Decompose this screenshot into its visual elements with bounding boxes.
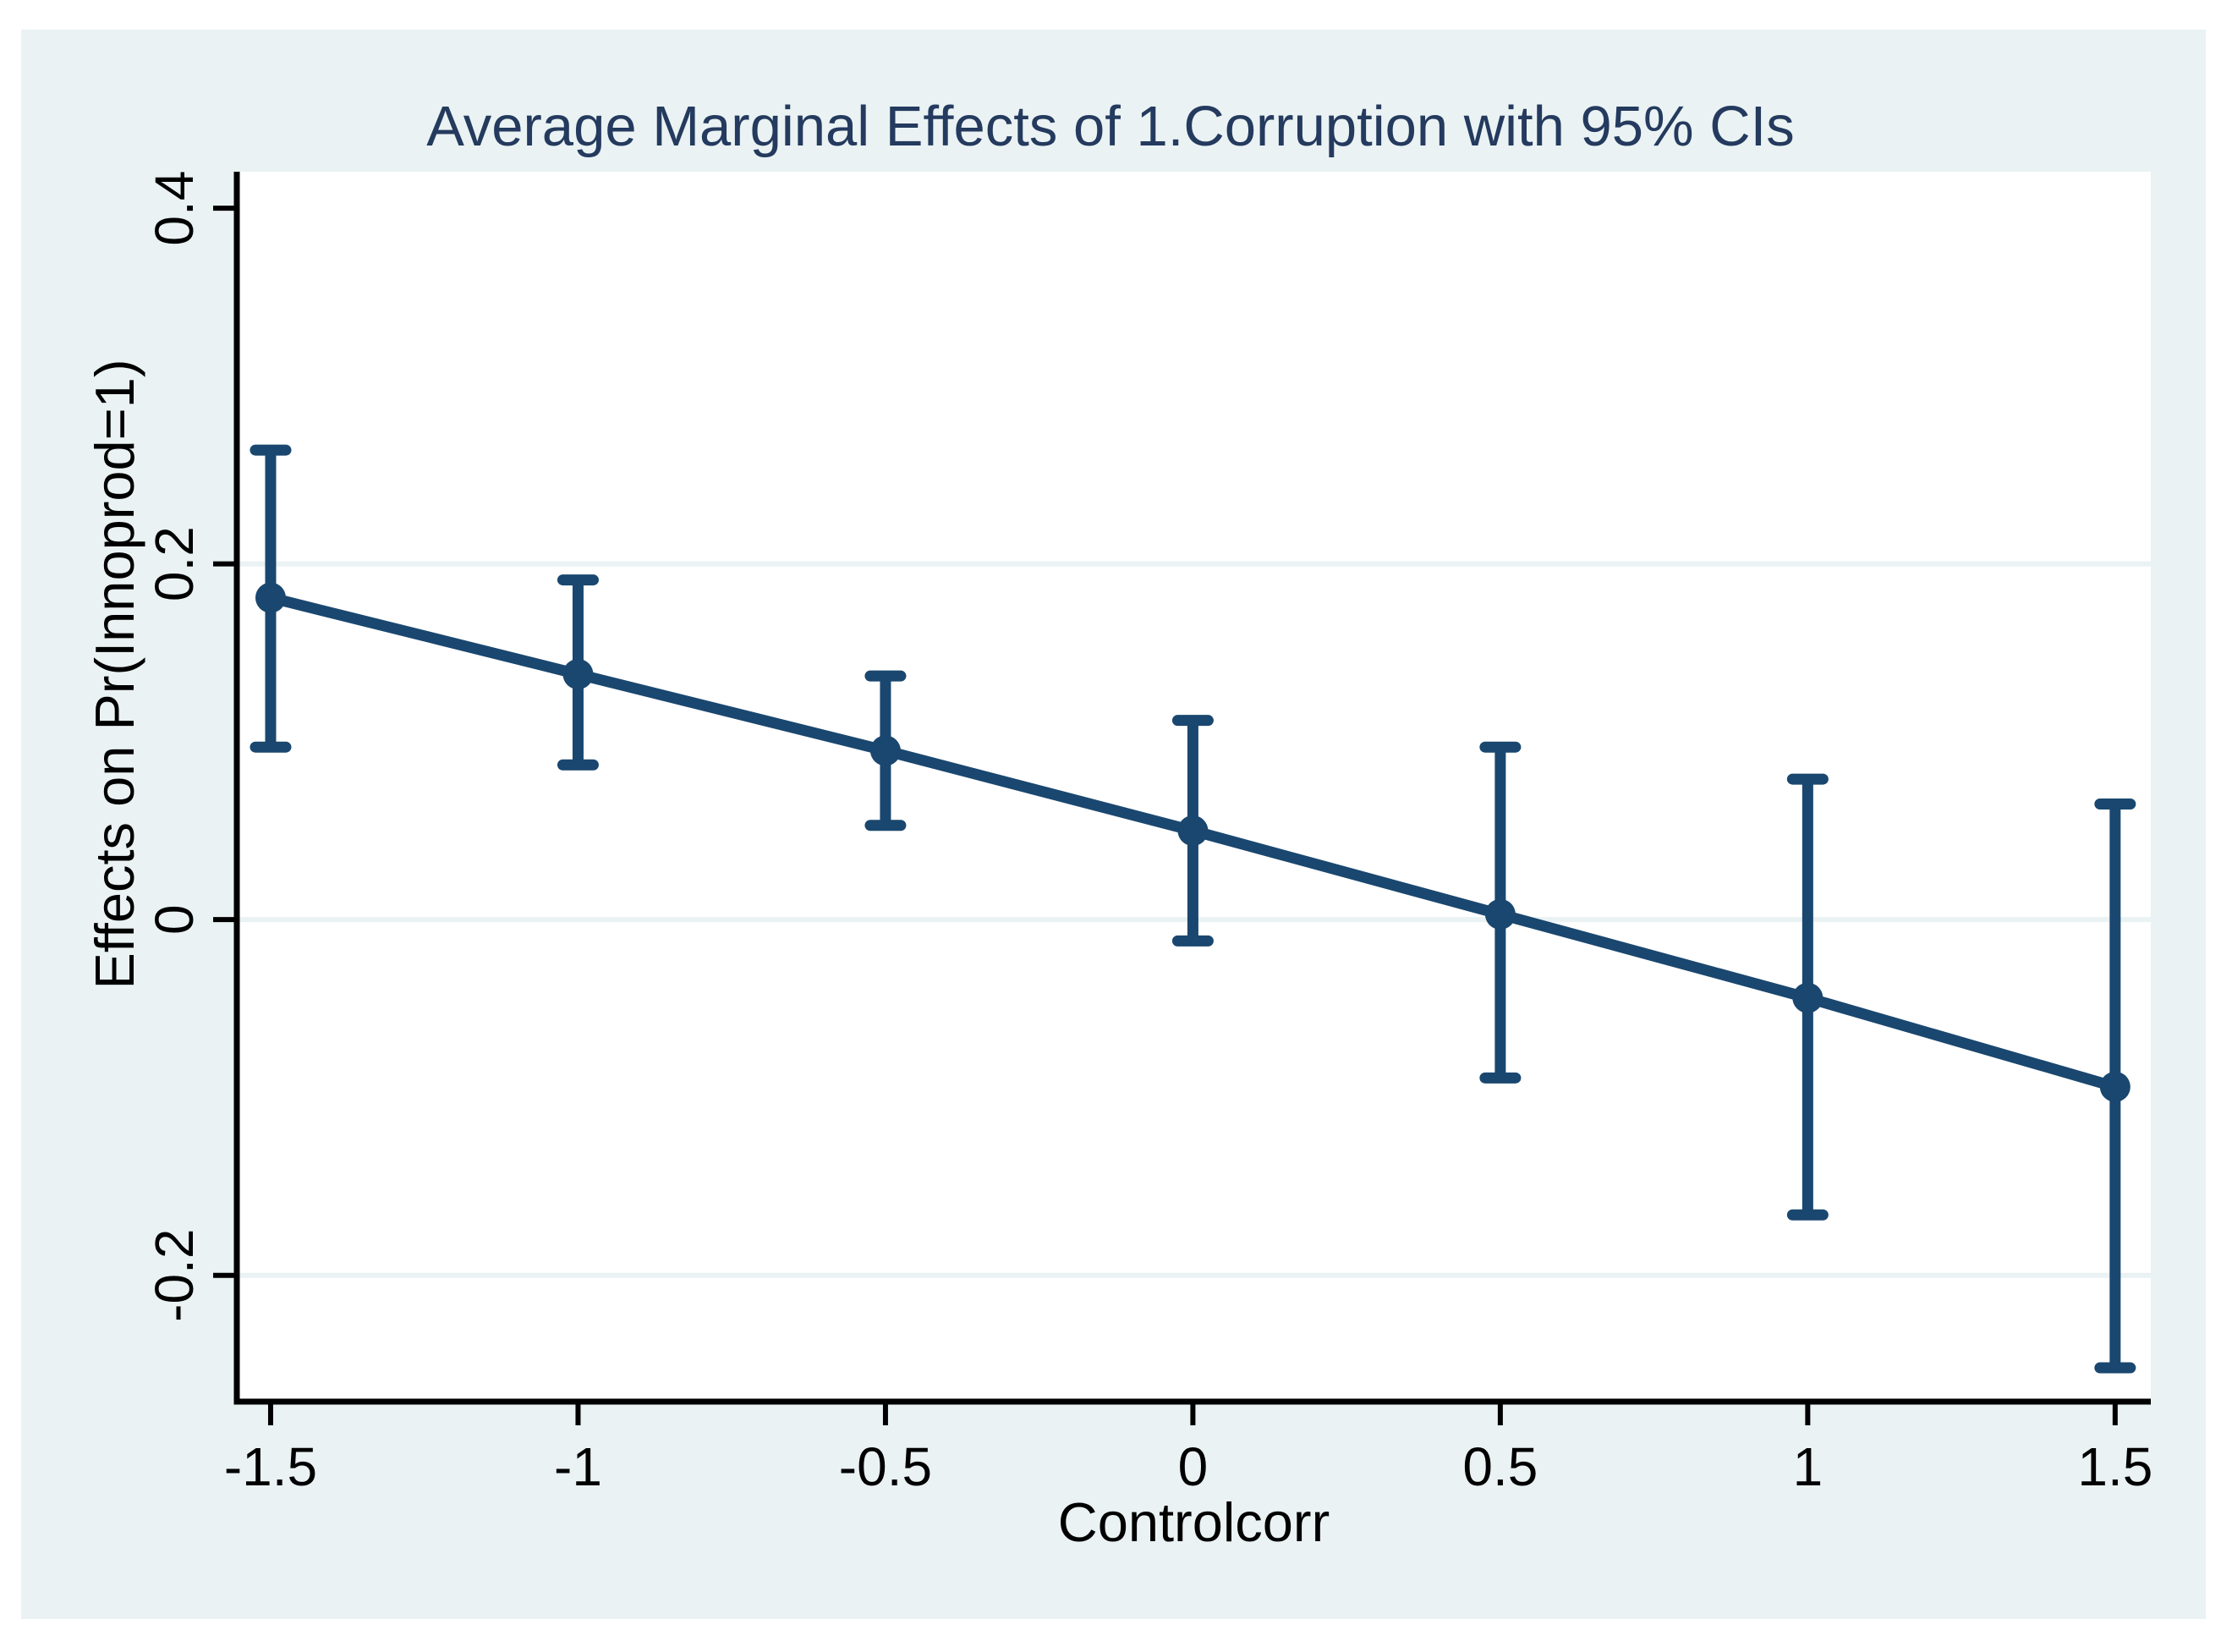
x-tick-label: 0 [1178,1436,1209,1497]
x-tick-label: -0.5 [839,1436,932,1497]
data-point-marker [1177,815,1209,847]
chart-title: Average Marginal Effects of 1.Corruption… [426,95,1795,158]
data-point-marker [869,735,901,766]
y-axis-title: Effects on Pr(Innoprod=1) [84,359,145,990]
y-tick-label: 0 [144,904,205,935]
x-tick-label: 1 [1793,1436,1823,1497]
y-tick-label: 0.4 [144,171,205,246]
x-tick-label: -1.5 [224,1436,317,1497]
data-point-marker [255,582,286,613]
x-tick-label: -1 [554,1436,602,1497]
y-tick-label: -0.2 [144,1229,205,1322]
data-point-marker [2099,1071,2131,1102]
y-tick-label: 0.2 [144,526,205,601]
x-axis-title: Controlcorr [1058,1491,1330,1553]
data-point-marker [1484,898,1516,930]
x-tick-label: 0.5 [1462,1436,1538,1497]
data-point-marker [1792,982,1823,1013]
x-tick-label: 1.5 [2077,1436,2152,1497]
data-point-marker [562,659,594,690]
